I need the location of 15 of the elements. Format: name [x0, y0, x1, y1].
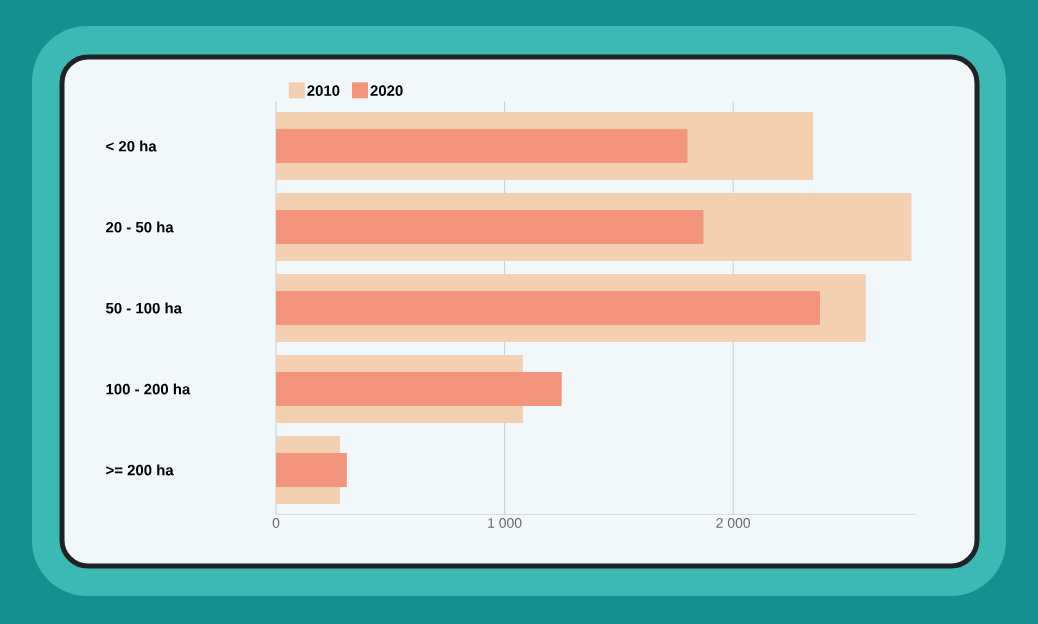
bar	[276, 129, 688, 164]
bar	[276, 290, 821, 325]
bar	[276, 371, 562, 406]
bar	[276, 210, 704, 245]
y-tick-label: 100 - 200 ha	[106, 383, 191, 395]
legend-label: 2010	[307, 85, 340, 96]
y-tick-label: 50 - 100 ha	[105, 302, 183, 314]
x-tick-label: 2 000	[716, 518, 751, 528]
x-tick-label: 1 000	[488, 518, 522, 528]
bar	[276, 452, 347, 487]
x-tick-label: 0	[272, 518, 280, 528]
y-tick-label: < 20 ha	[106, 140, 157, 152]
y-tick-label: 20 - 50 ha	[106, 221, 174, 233]
y-tick-label: >= 200 ha	[106, 464, 174, 476]
legend-label: 2020	[370, 85, 403, 96]
